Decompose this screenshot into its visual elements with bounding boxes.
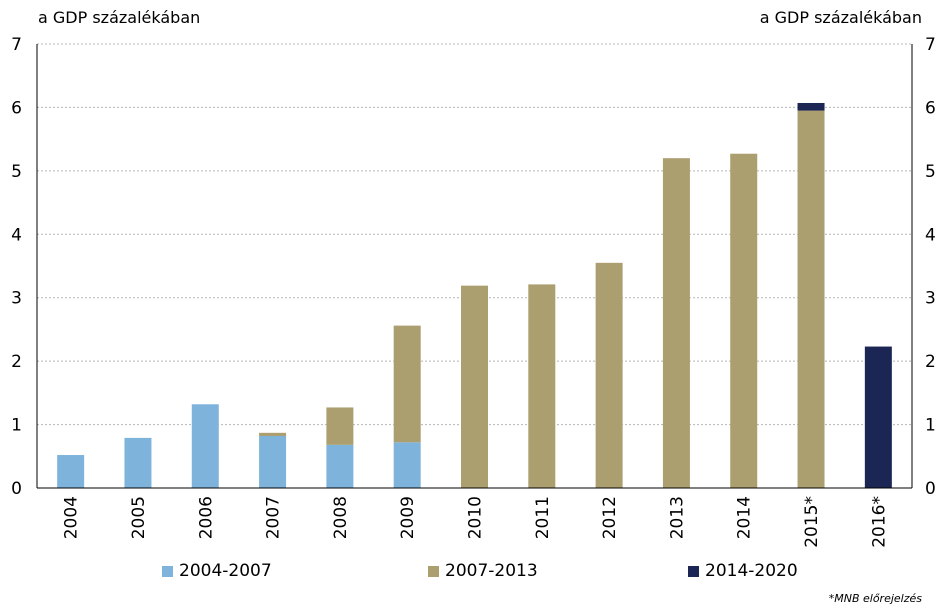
y-tick-label-right: 1 — [925, 416, 936, 436]
y-tick-label-left: 1 — [11, 416, 22, 436]
bar — [864, 346, 892, 488]
bar — [730, 153, 758, 488]
legend: 2004-2007 2007-2013 2014-2020 — [0, 561, 949, 585]
bar-chart: 0 0 1 1 2 2 3 3 4 4 5 5 6 6 7 7 2004 2005 2006 2007 2008 2009… — [11, 35, 936, 548]
y-tick-label-left: 4 — [11, 225, 22, 245]
x-tick-label: 2005 — [129, 496, 149, 539]
bar — [259, 435, 287, 488]
x-tick-label: 2004 — [62, 496, 82, 539]
legend-swatch — [688, 565, 699, 577]
footnote: *MNB előrejelzés — [828, 592, 922, 605]
y-tick-label-left: 7 — [11, 35, 22, 55]
legend-label: 2004-2007 — [179, 561, 272, 581]
x-tick-label: 2007 — [264, 496, 284, 539]
bar — [595, 262, 623, 488]
x-tick-label: 2015* — [802, 496, 822, 548]
y-tick-label-left: 0 — [11, 479, 22, 499]
y-tick-label-right: 0 — [925, 479, 936, 499]
y-tick-label-right: 7 — [925, 35, 936, 55]
y-tick-label-left: 6 — [11, 98, 22, 118]
legend-swatch — [162, 565, 173, 577]
y-tick-label-right: 5 — [925, 162, 936, 182]
bar — [326, 407, 354, 445]
y-tick-label-right: 6 — [925, 98, 936, 118]
bar — [461, 285, 488, 488]
x-tick-label: 2006 — [196, 496, 216, 539]
bar — [124, 437, 152, 488]
bar — [797, 110, 825, 488]
legend-label: 2014-2020 — [705, 561, 798, 581]
y-tick-label-left: 2 — [11, 352, 22, 372]
x-tick-label: 2008 — [331, 496, 351, 539]
x-tick-label: 2016* — [869, 496, 889, 548]
x-tick-label: 2013 — [667, 496, 687, 539]
legend-label: 2007-2013 — [445, 561, 538, 581]
bar — [57, 455, 85, 488]
bar — [528, 284, 556, 488]
bar — [393, 442, 421, 488]
legend-item: 2014-2020 — [688, 561, 798, 581]
x-tick-label: 2009 — [398, 496, 418, 539]
y-axis-title-right: a GDP százalékában — [759, 8, 922, 27]
legend-item: 2004-2007 — [162, 561, 272, 581]
x-tick-label: 2011 — [533, 496, 553, 539]
y-tick-label-right: 2 — [925, 352, 936, 372]
bar — [259, 432, 287, 436]
y-tick-label-right: 4 — [925, 225, 936, 245]
y-tick-label-left: 3 — [11, 289, 22, 309]
y-tick-label-right: 3 — [925, 289, 936, 309]
legend-item: 2007-2013 — [428, 561, 538, 581]
legend-swatch — [428, 565, 439, 577]
x-tick-label: 2014 — [735, 496, 755, 539]
x-tick-label: 2012 — [600, 496, 620, 539]
y-tick-label-left: 5 — [11, 162, 22, 182]
bar — [662, 158, 690, 488]
bar — [797, 102, 825, 111]
bar — [326, 444, 354, 488]
bar — [191, 404, 219, 488]
bar — [393, 325, 421, 443]
x-tick-label: 2010 — [466, 496, 486, 539]
y-axis-title-left: a GDP százalékában — [38, 8, 201, 27]
